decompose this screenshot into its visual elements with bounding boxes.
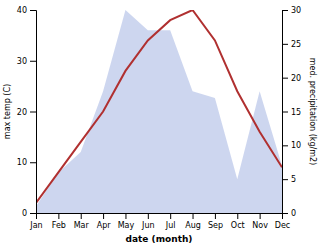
tick-label: 25 bbox=[291, 40, 301, 49]
tick: Mar bbox=[74, 213, 90, 230]
tick: 15 bbox=[282, 108, 301, 117]
tick-label: 20 bbox=[17, 108, 27, 117]
tick-mark bbox=[125, 213, 126, 219]
tick: Jul bbox=[165, 213, 176, 230]
tick-label: 0 bbox=[291, 209, 296, 218]
tick-label: Mar bbox=[74, 221, 90, 230]
axis-line bbox=[283, 11, 289, 214]
temperature-line bbox=[36, 10, 282, 203]
tick: Jan bbox=[29, 213, 42, 230]
plot-area: JanFebMarAprMayJunJulAugSepOctNovDec0102… bbox=[17, 6, 301, 230]
tick: 5 bbox=[282, 175, 296, 184]
tick: 40 bbox=[17, 6, 36, 15]
x-axis-title: date (month) bbox=[126, 234, 193, 244]
tick: Aug bbox=[185, 213, 201, 230]
tick-mark bbox=[170, 213, 171, 219]
tick-mark bbox=[193, 213, 194, 219]
tick: Jun bbox=[141, 213, 155, 230]
tick-mark bbox=[103, 213, 104, 219]
tick: 10 bbox=[17, 158, 36, 167]
tick-label: Apr bbox=[97, 221, 112, 230]
tick-label: 30 bbox=[17, 57, 27, 66]
tick: May bbox=[118, 213, 135, 230]
tick-mark bbox=[30, 61, 36, 62]
marks bbox=[36, 10, 282, 213]
y2-axis-title: med. precipitation (kg/m2) bbox=[308, 58, 317, 165]
y-axis-title: max temp (C) bbox=[3, 84, 12, 139]
tick-mark bbox=[30, 213, 36, 214]
tick-mark bbox=[260, 213, 261, 219]
tick-label: 20 bbox=[291, 74, 301, 83]
tick: 20 bbox=[282, 74, 301, 83]
tick-label: Sep bbox=[208, 221, 223, 230]
tick: 10 bbox=[282, 141, 301, 150]
tick: Nov bbox=[252, 213, 268, 230]
tick-label: Feb bbox=[52, 221, 66, 230]
tick: 25 bbox=[282, 40, 301, 49]
tick-mark bbox=[282, 145, 288, 146]
tick-label: 0 bbox=[22, 209, 27, 218]
tick-mark bbox=[282, 179, 288, 180]
y2-axis: 0 5 10 15 20 25 30 bbox=[282, 6, 301, 218]
y-axis: 0 10 20 30 40 bbox=[17, 6, 37, 218]
tick-mark bbox=[30, 162, 36, 163]
tick: Feb bbox=[52, 213, 66, 230]
tick-label: 10 bbox=[17, 158, 27, 167]
tick: Dec bbox=[275, 213, 290, 230]
tick-label: Jan bbox=[29, 221, 42, 230]
tick: 20 bbox=[17, 108, 36, 117]
tick-mark bbox=[81, 213, 82, 219]
tick-mark bbox=[282, 213, 288, 214]
tick-label: Aug bbox=[185, 221, 201, 230]
tick-label: Oct bbox=[231, 221, 245, 230]
tick: Sep bbox=[208, 213, 223, 230]
tick-label: Jun bbox=[141, 221, 155, 230]
tick-label: 5 bbox=[291, 175, 296, 184]
tick-label: 40 bbox=[17, 6, 27, 15]
precipitation-area bbox=[36, 10, 282, 213]
tick-mark bbox=[30, 10, 36, 11]
axis-line bbox=[37, 214, 283, 220]
tick: 0 bbox=[22, 209, 36, 218]
tick-mark bbox=[237, 213, 238, 219]
tick-mark bbox=[282, 10, 288, 11]
tick-label: 15 bbox=[291, 108, 301, 117]
tick-label: May bbox=[118, 221, 135, 230]
tick-label: Nov bbox=[252, 221, 268, 230]
axis-line bbox=[30, 11, 37, 214]
tick: 0 bbox=[282, 209, 296, 218]
tick-mark bbox=[30, 112, 36, 113]
chart: JanFebMarAprMayJunJulAugSepOctNovDec0102… bbox=[0, 0, 318, 247]
tick-label: 10 bbox=[291, 141, 301, 150]
tick-label: 30 bbox=[291, 6, 301, 15]
tick-label: Jul bbox=[165, 221, 176, 230]
tick-mark bbox=[282, 78, 288, 79]
tick-mark bbox=[58, 213, 59, 219]
tick-mark bbox=[282, 44, 288, 45]
tick-mark bbox=[282, 112, 288, 113]
tick: Apr bbox=[97, 213, 112, 230]
x-axis: Jan Feb Mar Apr May Jun Jul Aug Sep Oct Nov Dec bbox=[29, 213, 290, 230]
tick-mark bbox=[215, 213, 216, 219]
tick: 30 bbox=[17, 57, 36, 66]
tick: 30 bbox=[282, 6, 301, 15]
tick: Oct bbox=[231, 213, 245, 230]
tick-label: Dec bbox=[275, 221, 290, 230]
tick-mark bbox=[148, 213, 149, 219]
